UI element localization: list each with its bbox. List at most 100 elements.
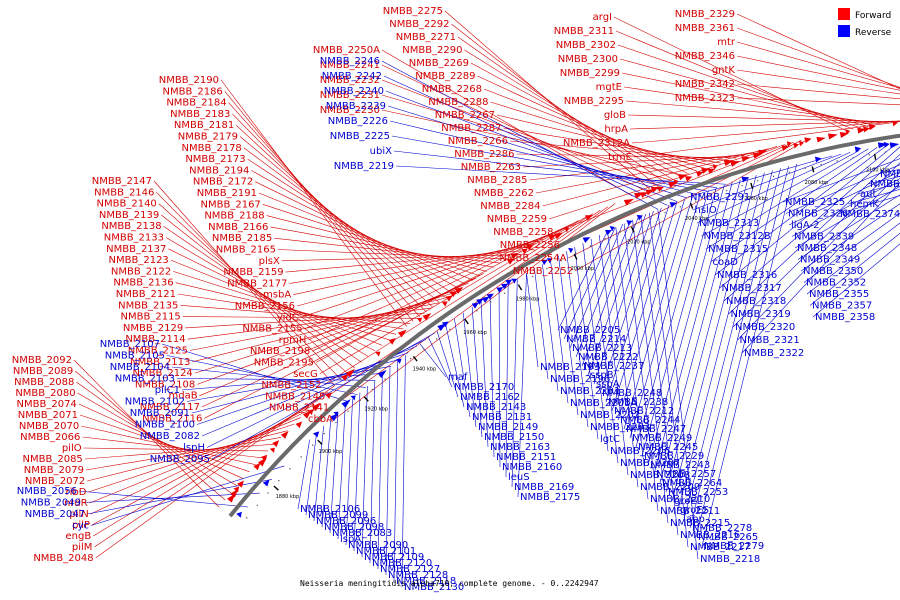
leader-line [201,277,477,408]
leader-line [251,170,460,290]
leader-line [489,295,495,458]
minor-tick [710,195,712,197]
leader-line [331,206,609,408]
gene-label: NMBB_2185 [212,233,272,244]
leader-line [728,153,900,315]
minor-tick [335,421,337,424]
gene-label: msbA [263,290,291,301]
minor-tick [409,357,412,360]
leader-line [490,101,705,169]
reverse-feature [396,358,402,364]
gene-label: ligA-2 [791,220,820,231]
leader-line [647,184,725,466]
gene-label: NMBB_2175 [520,492,580,503]
leader-line [381,109,685,176]
leader-line [575,220,631,358]
gene-label: NMBB_2295 [564,96,624,107]
tick-marks: 1880 kbp 1900 kbp 1920 kbp 1940 kbp 1960 kbp… [246,151,889,519]
leader-line [168,248,376,352]
leader-line [477,75,689,175]
gene-label: NMBB_2127 [380,564,440,575]
tick-label: 2040 kbp [685,216,709,222]
gene-label: NMBB_2139 [99,210,159,221]
gene-label: NMBB_2216 [680,530,740,541]
minor-tick [311,444,314,446]
gene-label: NMBB_2240 [324,86,384,97]
gene-label: NMBB_2120 [372,558,432,569]
leader-line [462,312,477,428]
leader-line [623,86,883,125]
leader-line [337,405,346,540]
gene-label: pilO [62,443,82,454]
gene-label: NMBB_2320 [735,322,795,333]
gene-label: secG [293,369,318,380]
gene-label: NMBB_2190 [159,75,219,86]
leader-line [83,447,269,452]
gene-label: NMBB_2074 [17,399,77,410]
gene-label: NMBB_2209 [640,482,700,493]
reverse-feature [501,283,509,290]
leader-line [517,273,527,498]
leader-line [611,201,678,412]
gene-label: pilP [72,520,90,531]
gene-label: NMBB_2350 [803,266,863,277]
tick-mark [689,202,694,209]
minor-tick [575,252,577,254]
forward-feature [230,488,239,498]
leader-line [785,164,900,214]
forward-feature [548,234,556,241]
gene-label: NMBB_2219 [334,161,394,172]
forward-feature [827,133,838,140]
tick-mark [363,396,369,402]
gene-label: groES [680,505,709,516]
gene-label: NMBB_2256 [500,240,560,251]
leader-line [258,192,474,281]
gene-label: NMBB_2275 [383,6,443,17]
reverse-feature [568,247,574,254]
gene-label: NMBB_2263 [461,162,521,173]
leader-line [454,318,471,418]
minor-tick [300,456,302,458]
minor-tick [462,319,465,321]
forward-feature [793,142,799,149]
leader-line [687,155,833,198]
minor-tick [804,167,806,169]
leader-line [632,219,669,524]
tick-mark [750,182,754,189]
reverse-feature [341,399,351,408]
gene-label: NMBB_2203 [590,422,650,433]
gene-label: NMBB_2242 [322,71,382,82]
minor-tick [435,338,438,340]
forward-feature [416,317,423,323]
leader-line [445,324,465,408]
gene-label: NMBB_2342 [675,79,735,90]
gene-label: NMBB_2248 [602,388,662,399]
gene-label: app [686,514,705,525]
gene-label: NMBB_2089 [13,366,73,377]
minor-tick [384,378,386,380]
gene-label: NMBB_2090 [348,540,408,551]
leader-line [255,181,467,285]
gene-label: NMBB_2246 [320,56,380,67]
leader-line [723,146,900,302]
gene-label: NMBB_2066 [20,432,80,443]
gene-label: NMBB_2339 [794,232,854,243]
forward-feature [868,124,876,131]
leader-line [737,171,900,341]
gene-label: NMBB_2115 [121,312,181,323]
gene-label: NMBB_2047 [25,509,85,520]
forward-feature [701,168,710,174]
minor-tick [517,284,520,286]
gene-label: NMBB_2183 [170,109,230,120]
leader-line [305,432,317,516]
gene-label: NMBB_2346 [675,51,735,62]
gene-label: NMBB_2243 [650,460,710,471]
gene-label: NMBB_2206 [610,446,670,457]
leader-line [732,162,900,328]
gene-label: NMBB_2262 [474,188,534,199]
forward-feature [798,140,804,147]
gene-label: NMBB_2317 [722,283,782,294]
gene-label: NMBB_2300 [558,54,618,65]
tick-mark [273,485,279,491]
tick-mark [412,355,418,362]
